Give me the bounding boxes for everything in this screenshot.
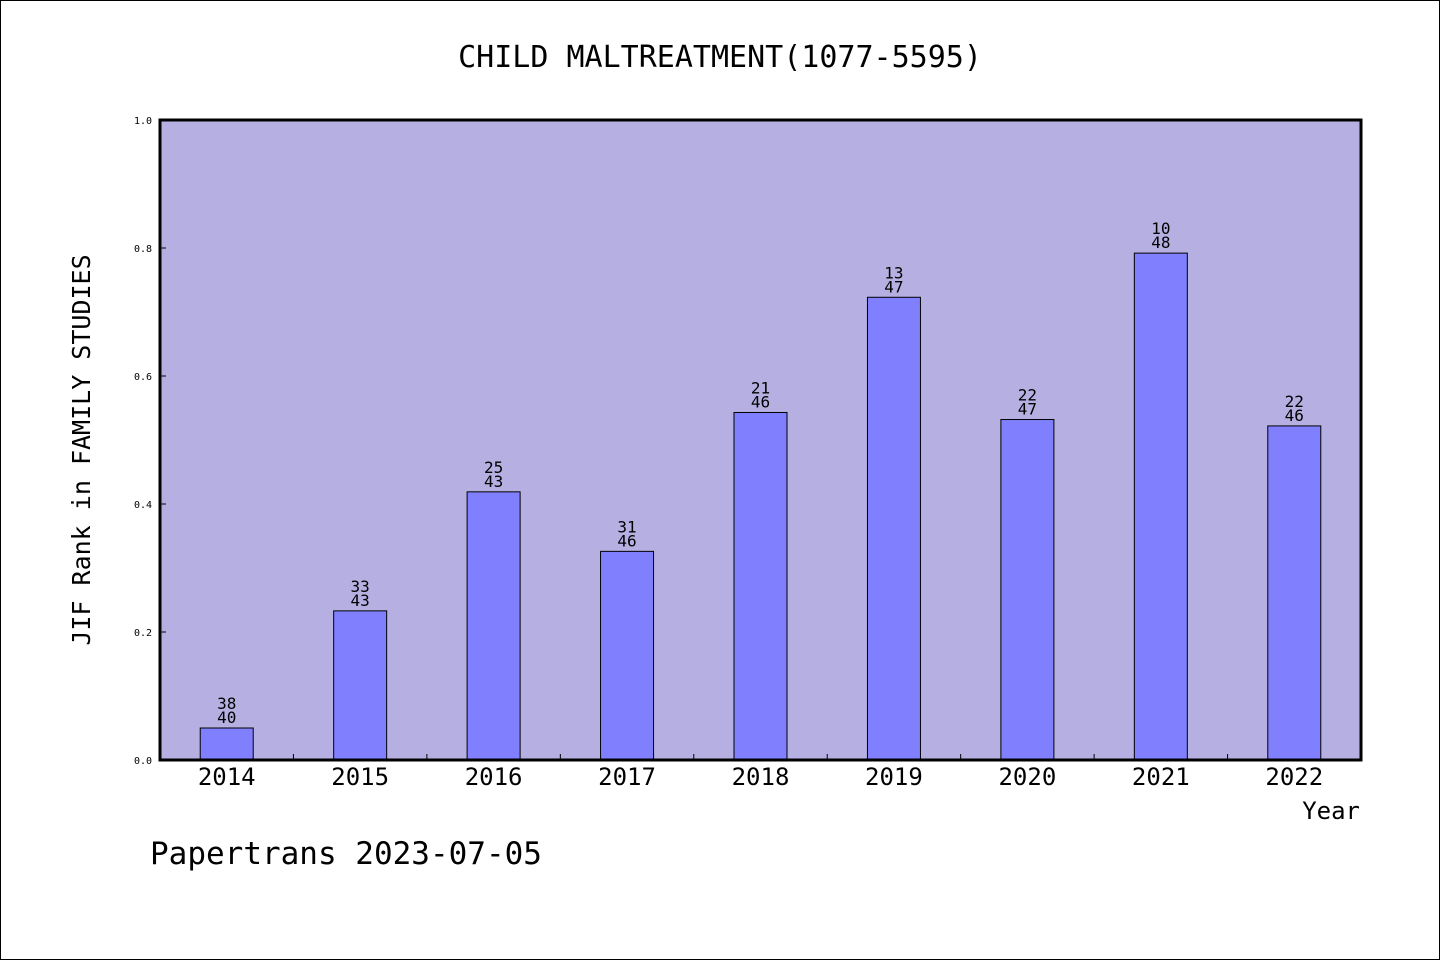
data-label-total: 43 [351, 591, 370, 610]
data-label-rank: 10 [1151, 219, 1170, 238]
data-label-rank: 21 [751, 378, 770, 397]
bar-2015 [333, 610, 388, 761]
data-label-total: 40 [217, 708, 236, 727]
bar-2014 [199, 727, 254, 761]
x-tick-label: 2017 [598, 763, 656, 791]
data-label-rank: 22 [1018, 386, 1037, 405]
data-label-total: 46 [617, 531, 636, 550]
data-label-rank: 13 [884, 263, 903, 282]
y-tick-label: 0.8 [134, 244, 152, 255]
bar-2022 [1267, 425, 1322, 761]
data-label-total: 46 [751, 392, 770, 411]
data-label-total: 47 [884, 277, 903, 296]
data-label-total: 43 [484, 472, 503, 491]
data-label-rank: 33 [351, 577, 370, 596]
data-label-total: 46 [1285, 406, 1304, 425]
data-label-total: 47 [1018, 400, 1037, 419]
plot-border [158, 118, 1363, 762]
y-tick-label: 0.0 [134, 756, 152, 767]
bar-2019 [866, 296, 921, 761]
data-label-rank: 31 [617, 517, 636, 536]
bar-2021 [1133, 252, 1188, 761]
y-tick-label: 0.6 [134, 372, 152, 383]
x-tick-label: 2016 [465, 763, 523, 791]
data-label-rank: 22 [1285, 392, 1304, 411]
footer-credit: Papertrans 2023-07-05 [150, 836, 542, 872]
x-tick-labels: 2014 2015 2016 2017 2018 2019 2020 2021 2022 [198, 763, 1323, 791]
bar-2016 [466, 491, 521, 761]
data-label-total: 48 [1151, 233, 1170, 252]
bar-2017 [600, 550, 655, 761]
y-tick-label: 0.2 [134, 628, 152, 639]
y-tick-labels: 0.0 0.2 0.4 0.6 0.8 1.0 [134, 116, 152, 767]
x-tick-label: 2019 [865, 763, 923, 791]
y-tick-label: 1.0 [134, 116, 152, 127]
x-tick-label: 2022 [1265, 763, 1323, 791]
bar-2018 [733, 411, 788, 761]
x-tick-label: 2015 [331, 763, 389, 791]
x-tick-label: 2020 [998, 763, 1056, 791]
x-tick-label: 2018 [732, 763, 790, 791]
chart-title: CHILD MALTREATMENT(1077-5595) [458, 40, 982, 75]
bar-2020 [1000, 419, 1055, 761]
x-tick-label: 2014 [198, 763, 256, 791]
x-tick-label: 2021 [1132, 763, 1190, 791]
y-axis-label: JIF Rank in FAMILY STUDIES [67, 254, 96, 645]
y-tick-label: 0.4 [134, 500, 152, 511]
x-axis-label: Year [1302, 797, 1360, 825]
bars [199, 252, 1322, 761]
data-label-rank: 38 [217, 694, 236, 713]
data-label-rank: 25 [484, 458, 503, 477]
